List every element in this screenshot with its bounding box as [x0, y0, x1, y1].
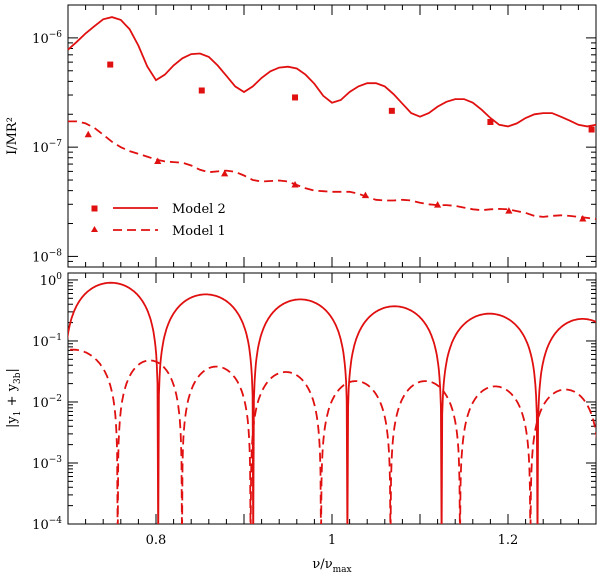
- top-y-axis-label: I/MR²: [5, 117, 20, 155]
- model-1-point: [84, 130, 92, 138]
- model-1-point: [505, 207, 513, 214]
- y-tick-label: 10−4: [32, 516, 62, 533]
- model-1-point: [361, 191, 370, 199]
- top-series: [67, 16, 597, 222]
- y-tick-label: 10−1: [32, 333, 62, 350]
- legend-label-model-1: Model 1: [172, 224, 226, 239]
- legend-label-model-2: Model 2: [172, 202, 226, 217]
- model-2-point: [588, 126, 595, 133]
- model-1-point: [579, 214, 587, 222]
- x-tick-label: 1: [328, 533, 336, 548]
- model-2-point: [487, 118, 494, 125]
- top-panel: I/MR² 10−6 10−7 10−8 Model 2 Model 1: [5, 4, 597, 268]
- bottom-panel: |y1 + y3b| 100 10−1 10−2 10−3 10−4 0.8 1 1.2 ν…: [5, 272, 597, 575]
- top-y-tick-labels: 10−6 10−7 10−8: [32, 30, 62, 266]
- bottom-series: [68, 281, 596, 524]
- legend-square-marker: [91, 205, 98, 212]
- y-tick-label: 10−2: [32, 394, 62, 411]
- model-2-bottom-curve: [68, 281, 596, 524]
- model-2-point: [292, 94, 299, 101]
- top-ticks: [67, 4, 597, 268]
- bottom-y-tick-labels: 100 10−1 10−2 10−3 10−4: [32, 272, 62, 533]
- model-1-bottom-curve: [68, 348, 596, 524]
- x-tick-label: 0.8: [146, 533, 167, 548]
- model-1-point: [221, 169, 229, 177]
- bottom-x-tick-labels: 0.8 1 1.2: [146, 533, 519, 548]
- legend: Model 2 Model 1: [91, 202, 226, 239]
- model-1-point: [434, 201, 442, 208]
- model-1-curve: [68, 120, 597, 220]
- y-tick-label: 100: [40, 272, 63, 289]
- y-tick-label: 10−3: [32, 455, 62, 472]
- legend-triangle-marker: [91, 226, 98, 232]
- top-plot-frame: [67, 4, 597, 268]
- x-axis-label: ν/νmax: [312, 557, 351, 575]
- model-2-point: [107, 61, 114, 68]
- model-1-point: [291, 181, 299, 188]
- x-tick-label: 1.2: [498, 533, 519, 548]
- y-tick-label: 10−6: [32, 30, 62, 47]
- model-2-curve: [67, 16, 597, 128]
- y-tick-label: 10−8: [32, 248, 62, 265]
- model-2-point: [198, 87, 205, 94]
- model-1-point: [154, 157, 162, 164]
- y-tick-label: 10−7: [32, 139, 62, 156]
- bottom-ticks: [67, 273, 597, 525]
- bottom-y-axis-label: |y1 + y3b|: [5, 368, 23, 428]
- model-2-point: [388, 107, 395, 114]
